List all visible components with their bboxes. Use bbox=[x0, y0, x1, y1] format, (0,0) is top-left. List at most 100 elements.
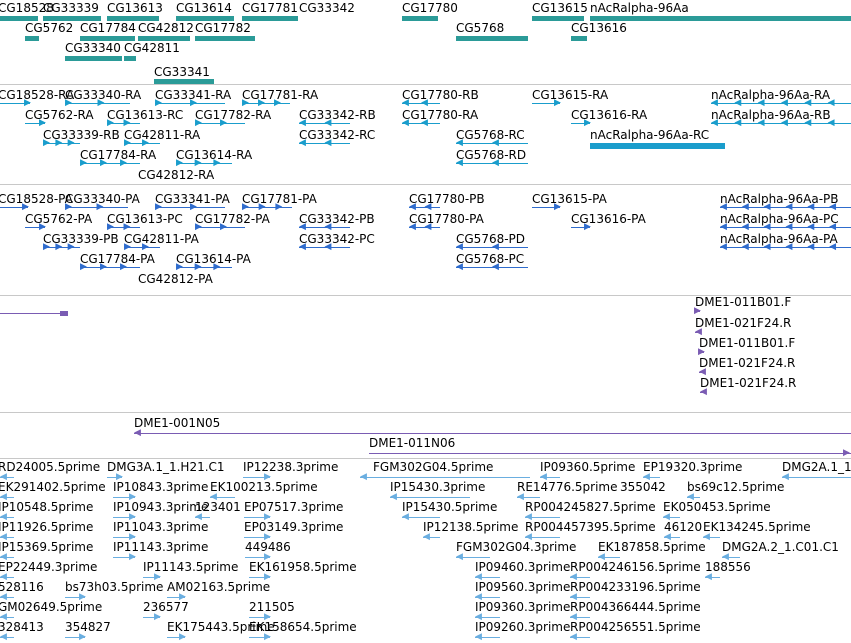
transcript-glyph[interactable] bbox=[155, 103, 225, 104]
est-glyph[interactable] bbox=[249, 637, 270, 638]
est-glyph[interactable] bbox=[703, 537, 720, 538]
est-glyph[interactable] bbox=[65, 637, 85, 638]
gene-glyph[interactable] bbox=[25, 36, 39, 41]
gene-glyph[interactable] bbox=[402, 16, 438, 21]
protein-glyph[interactable] bbox=[107, 227, 140, 228]
est-glyph[interactable] bbox=[517, 497, 540, 498]
transcript-glyph[interactable] bbox=[299, 123, 350, 124]
est-glyph[interactable] bbox=[107, 477, 122, 478]
protein-glyph[interactable] bbox=[409, 227, 440, 228]
gene-glyph[interactable] bbox=[0, 16, 38, 21]
transcript-glyph[interactable] bbox=[80, 163, 140, 164]
est-glyph[interactable] bbox=[0, 597, 14, 598]
est-glyph[interactable] bbox=[475, 597, 500, 598]
transcript-glyph[interactable] bbox=[456, 143, 528, 144]
est-glyph[interactable] bbox=[0, 557, 14, 558]
gene-glyph[interactable] bbox=[124, 56, 136, 61]
est-glyph[interactable] bbox=[0, 497, 14, 498]
protein-glyph[interactable] bbox=[0, 207, 28, 208]
est-glyph[interactable] bbox=[244, 517, 270, 518]
est-glyph[interactable] bbox=[570, 637, 590, 638]
gene-glyph[interactable] bbox=[138, 36, 190, 41]
protein-glyph[interactable] bbox=[299, 247, 350, 248]
transcript-glyph[interactable] bbox=[124, 143, 160, 144]
est-glyph[interactable] bbox=[65, 597, 85, 598]
protein-glyph[interactable] bbox=[409, 207, 440, 208]
clone-glyph[interactable] bbox=[695, 311, 700, 312]
clone-glyph-partial[interactable] bbox=[0, 313, 62, 314]
transcript-glyph[interactable] bbox=[176, 163, 232, 164]
est-glyph[interactable] bbox=[525, 537, 560, 538]
est-glyph[interactable] bbox=[249, 617, 270, 618]
protein-glyph[interactable] bbox=[456, 267, 528, 268]
est-glyph[interactable] bbox=[143, 577, 160, 578]
est-glyph[interactable] bbox=[113, 537, 135, 538]
est-glyph[interactable] bbox=[0, 537, 14, 538]
gene-glyph[interactable] bbox=[176, 16, 234, 21]
est-glyph[interactable] bbox=[475, 617, 500, 618]
transcript-glyph[interactable] bbox=[65, 103, 130, 104]
transcript-glyph[interactable] bbox=[402, 123, 440, 124]
est-glyph[interactable] bbox=[722, 557, 740, 558]
gene-glyph[interactable] bbox=[65, 56, 122, 61]
protein-glyph[interactable] bbox=[43, 247, 80, 248]
est-glyph[interactable] bbox=[113, 497, 135, 498]
est-glyph[interactable] bbox=[475, 577, 500, 578]
transcript-glyph[interactable] bbox=[571, 123, 590, 124]
est-glyph[interactable] bbox=[782, 477, 851, 478]
est-glyph[interactable] bbox=[705, 577, 720, 578]
protein-glyph[interactable] bbox=[25, 227, 45, 228]
est-glyph[interactable] bbox=[0, 617, 14, 618]
clone-glyph[interactable] bbox=[134, 433, 851, 434]
est-glyph[interactable] bbox=[195, 517, 210, 518]
gene-glyph[interactable] bbox=[80, 36, 135, 41]
transcript-glyph[interactable] bbox=[242, 103, 290, 104]
est-glyph[interactable] bbox=[570, 577, 590, 578]
clone-glyph[interactable] bbox=[699, 352, 704, 353]
est-glyph[interactable] bbox=[570, 597, 590, 598]
protein-glyph[interactable] bbox=[571, 227, 590, 228]
clone-glyph[interactable] bbox=[369, 453, 851, 454]
transcript-glyph[interactable] bbox=[456, 163, 528, 164]
gene-glyph[interactable] bbox=[590, 16, 851, 21]
gene-glyph[interactable] bbox=[242, 16, 298, 21]
transcript-glyph[interactable] bbox=[402, 103, 440, 104]
protein-glyph[interactable] bbox=[242, 207, 292, 208]
gene-glyph[interactable] bbox=[154, 79, 214, 84]
est-glyph[interactable] bbox=[210, 497, 235, 498]
protein-glyph[interactable] bbox=[299, 227, 350, 228]
transcript-glyph[interactable] bbox=[195, 123, 245, 124]
est-glyph[interactable] bbox=[243, 477, 270, 478]
est-glyph[interactable] bbox=[245, 557, 270, 558]
gene-glyph[interactable] bbox=[532, 16, 584, 21]
transcript-glyph[interactable] bbox=[590, 143, 725, 149]
est-glyph[interactable] bbox=[643, 477, 660, 478]
est-glyph[interactable] bbox=[570, 617, 590, 618]
gene-glyph[interactable] bbox=[43, 16, 101, 21]
gene-glyph[interactable] bbox=[195, 36, 255, 41]
est-glyph[interactable] bbox=[0, 517, 14, 518]
clone-glyph[interactable] bbox=[695, 332, 700, 333]
est-glyph[interactable] bbox=[663, 517, 680, 518]
protein-glyph[interactable] bbox=[532, 207, 560, 208]
est-glyph[interactable] bbox=[244, 537, 270, 538]
est-glyph[interactable] bbox=[0, 577, 14, 578]
transcript-glyph[interactable] bbox=[711, 103, 851, 104]
est-glyph[interactable] bbox=[540, 477, 560, 478]
transcript-glyph[interactable] bbox=[107, 123, 140, 124]
gene-glyph[interactable] bbox=[571, 36, 587, 41]
est-glyph[interactable] bbox=[475, 637, 500, 638]
protein-glyph[interactable] bbox=[80, 267, 140, 268]
transcript-glyph[interactable] bbox=[25, 123, 45, 124]
transcript-glyph[interactable] bbox=[0, 103, 30, 104]
est-glyph[interactable] bbox=[249, 577, 270, 578]
transcript-glyph[interactable] bbox=[532, 103, 560, 104]
est-glyph[interactable] bbox=[402, 517, 440, 518]
protein-glyph[interactable] bbox=[456, 247, 528, 248]
gene-glyph[interactable] bbox=[456, 36, 528, 41]
est-glyph[interactable] bbox=[167, 637, 185, 638]
est-glyph[interactable] bbox=[687, 497, 700, 498]
est-glyph[interactable] bbox=[0, 477, 14, 478]
est-glyph[interactable] bbox=[664, 537, 680, 538]
transcript-glyph[interactable] bbox=[299, 143, 350, 144]
